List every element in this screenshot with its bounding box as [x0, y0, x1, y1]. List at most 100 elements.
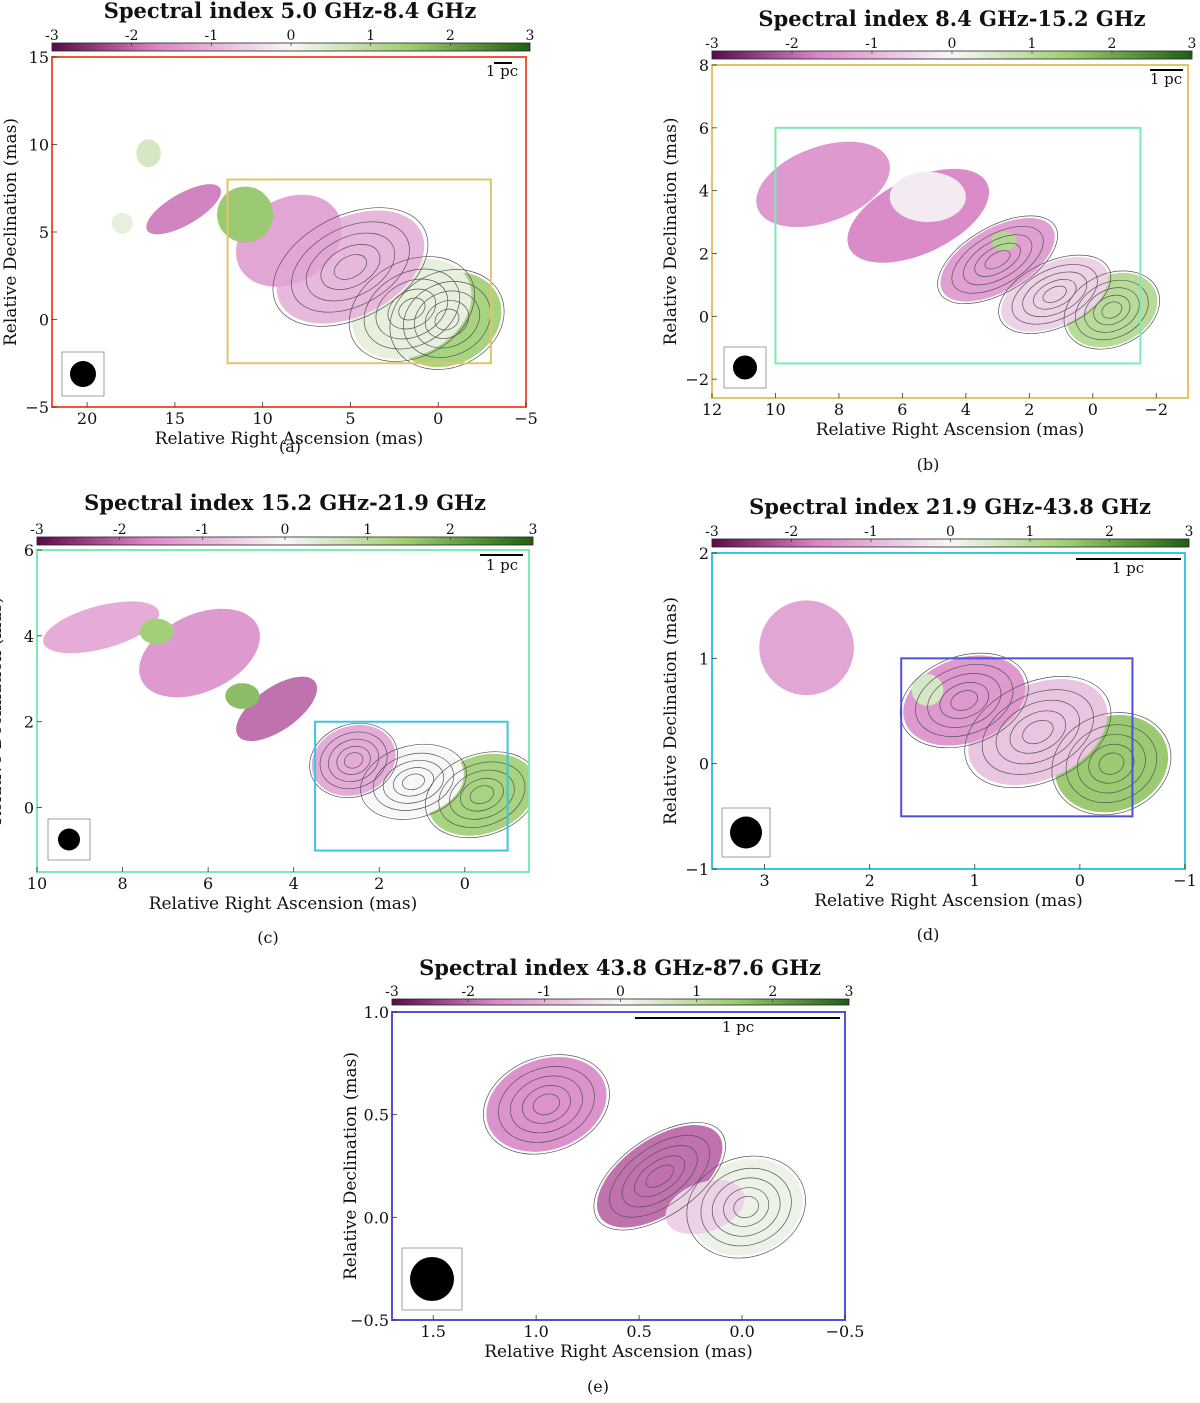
spectral-map-component — [911, 674, 944, 706]
colorbar-tick-label: -2 — [785, 524, 799, 540]
contour-line — [460, 777, 504, 812]
colorbar-tick-label: -3 — [705, 36, 719, 52]
y-tick-label: −2 — [685, 370, 709, 389]
x-axis-label: Relative Right Ascension (mas) — [816, 420, 1085, 440]
contour-line — [1101, 301, 1123, 319]
x-tick-label: 0.0 — [729, 1322, 754, 1341]
contour-line — [1084, 287, 1140, 333]
spectral-map-component — [889, 171, 966, 223]
x-tick-label: 8 — [117, 874, 127, 893]
contour-line — [328, 738, 380, 782]
contour-line — [1032, 279, 1077, 310]
x-tick-label: −5 — [514, 409, 538, 428]
contours — [899, 652, 1172, 816]
panel-d: Spectral index 21.9 GHz-43.8 GHz -3 -2 -1 0 1… — [661, 494, 1197, 944]
contour-line — [634, 1155, 686, 1198]
plot-frame — [36, 549, 530, 873]
contour-line — [939, 682, 990, 719]
x-tick-label: 5 — [345, 409, 355, 428]
contour-line — [1022, 720, 1054, 745]
contour-line — [1051, 712, 1172, 816]
colorbar-tick-label: -3 — [45, 28, 59, 44]
x-tick-label: −1 — [1173, 871, 1197, 890]
panel-caption: (a) — [279, 437, 301, 456]
contour-line — [449, 769, 515, 820]
x-tick-label: 8 — [834, 400, 844, 419]
colorbar-tick-label: 0 — [946, 524, 955, 540]
panel-b: Spectral index 8.4 GHz-15.2 GHz-3 -2 -1 0 1 2… — [661, 6, 1196, 474]
x-tick-label: −2 — [1144, 400, 1168, 419]
plot-frame — [711, 64, 1189, 399]
colorbar-tick-label: 1 — [692, 984, 701, 1000]
colorbar-tick-label: 3 — [529, 522, 538, 538]
y-tick-label: 5 — [39, 223, 49, 242]
x-tick-label: 6 — [897, 400, 907, 419]
panel-title: Spectral index 43.8 GHz-87.6 GHz — [419, 955, 821, 980]
spectral-map-component — [236, 676, 318, 742]
spectral-map-component — [311, 724, 396, 796]
y-tick-label: 0 — [39, 311, 49, 330]
y-tick-label: 4 — [24, 627, 34, 646]
beam-ellipse — [410, 1257, 454, 1301]
colorbar-tick-label: 3 — [845, 984, 854, 1000]
contour-line — [532, 1093, 560, 1116]
x-tick-label: −0.5 — [826, 1322, 865, 1341]
colorbar-tick-label: -1 — [196, 522, 210, 538]
y-tick-label: 15 — [29, 48, 49, 67]
contour-line — [984, 250, 1011, 270]
y-tick-label: 2 — [699, 544, 709, 563]
panel-caption: (e) — [587, 1377, 609, 1396]
contour-line — [1042, 285, 1067, 303]
contour-line — [510, 1075, 583, 1134]
contour-line — [483, 1054, 610, 1155]
colorbar-tick-label: 2 — [446, 28, 455, 44]
x-axis-label: Relative Right Ascension (mas) — [484, 1342, 753, 1362]
y-axis-label: Relative Declination (mas) — [341, 1052, 361, 1280]
contour-line — [981, 689, 1094, 775]
y-tick-label: −0.5 — [350, 1311, 389, 1330]
x-tick-label: 15 — [165, 409, 185, 428]
y-tick-label: 6 — [24, 541, 34, 560]
zoom-inset-box — [314, 720, 509, 852]
colorbar-tick-label: 0 — [948, 36, 957, 52]
contour-line — [498, 1066, 595, 1143]
colorbar-tick-label: 3 — [526, 28, 535, 44]
spectral-map — [43, 601, 529, 836]
contour-line — [398, 297, 426, 321]
x-tick-label: 1.5 — [420, 1322, 445, 1341]
contour-line — [723, 1187, 770, 1227]
panel-title: Spectral index 15.2 GHz-21.9 GHz — [84, 490, 486, 515]
contour-line — [402, 773, 425, 791]
y-tick-label: 0 — [699, 307, 709, 326]
colorbar-tick-label: 1 — [366, 28, 375, 44]
contour-line — [1063, 270, 1161, 350]
y-tick-label: 0.0 — [364, 1208, 389, 1227]
scale-bar-label: 1 pc — [722, 1018, 754, 1036]
contour-line — [319, 731, 388, 790]
spectral-map — [111, 139, 502, 368]
spectral-map — [756, 141, 1158, 348]
contour-line — [1075, 279, 1149, 341]
contour-line — [1065, 724, 1158, 804]
spectral-map-component — [136, 139, 161, 168]
contour-line — [1022, 271, 1088, 318]
x-tick-label: 0 — [433, 409, 443, 428]
colorbar-tick-label: -1 — [865, 36, 879, 52]
x-tick-label: 3 — [759, 871, 769, 890]
contour-line — [387, 288, 437, 330]
colorbar-tick-label: -3 — [705, 524, 719, 540]
scale-bar-label: 1 pc — [486, 62, 518, 80]
spectral-map — [486, 1056, 803, 1256]
x-tick-label: 1 — [970, 871, 980, 890]
x-tick-label: 2 — [1024, 400, 1034, 419]
zoom-inset-box — [774, 126, 1142, 365]
contour-line — [950, 690, 979, 711]
scale-bar-label: 1 pc — [1150, 70, 1182, 88]
spectral-map-component — [756, 141, 890, 228]
panel-title: Spectral index 8.4 GHz-15.2 GHz — [758, 6, 1145, 31]
colorbar-tick-label: 2 — [446, 522, 455, 538]
y-axis-label: Relative Declination (mas) — [0, 597, 6, 825]
y-tick-label: 0 — [699, 755, 709, 774]
y-tick-label: 1 — [699, 649, 709, 668]
